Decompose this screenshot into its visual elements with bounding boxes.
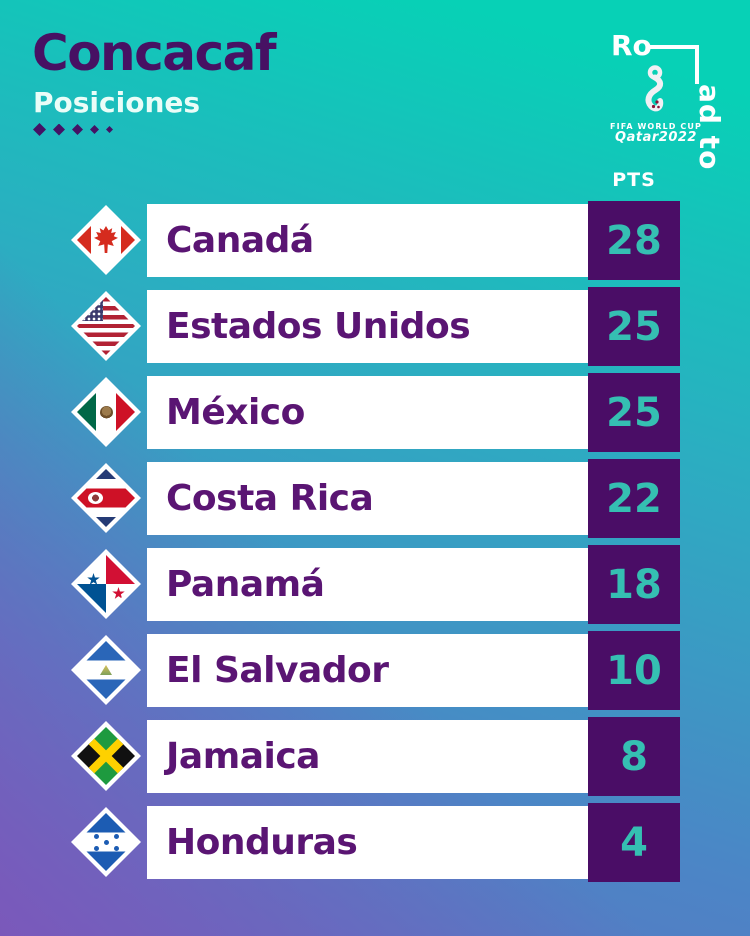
page-title: Concacaf [32,24,277,82]
team-name: Jamaica [166,736,320,777]
team-row-bar: Estados Unidos [147,290,588,363]
points-badge: 28 [588,201,680,280]
table-row: Canadá 28 [0,201,750,287]
table-row: Panamá 18 [0,545,750,631]
flag-panama-icon [77,555,135,613]
flag-usa-icon [77,297,135,355]
flag-el-salvador-icon [77,641,135,699]
table-row: Estados Unidos 25 [0,287,750,373]
flag-icon [71,377,141,447]
team-row-bar: México [147,376,588,449]
diamond-dots-decoration [33,123,120,136]
flag-art [77,297,103,321]
road-line-horizontal [649,45,698,49]
road-line-vertical [695,45,699,84]
flag-art [100,406,113,419]
table-row: México 25 [0,373,750,459]
points-value: 10 [606,647,662,694]
table-row: Costa Rica 22 [0,459,750,545]
points-badge: 10 [588,631,680,710]
flag-icon [71,291,141,361]
road-text-prefix: Ro [611,29,652,62]
table-row: Honduras 4 [0,803,750,889]
flag-canada-icon [77,211,135,269]
points-column-header: PTS [612,169,656,191]
flag-art [77,727,135,785]
points-value: 25 [606,389,662,436]
team-row-bar: Panamá [147,548,588,621]
flag-art [112,587,125,599]
points-value: 28 [606,217,662,264]
points-value: 25 [606,303,662,350]
flag-icon [71,205,141,275]
team-row-bar: Costa Rica [147,462,588,535]
qatar-wordmark: Qatar2022 [615,130,697,145]
table-row: Jamaica 8 [0,717,750,803]
team-row-bar: Honduras [147,806,588,879]
flag-art [103,839,109,845]
flag-art [100,665,112,675]
flag-costa-rica-icon [77,469,135,527]
fifa-worldcup-text: FIFA WORLD CUP [610,122,702,131]
worldcup-emblem-icon [645,65,664,112]
team-name: Panamá [166,564,325,605]
flag-art [88,492,103,504]
flag-art [87,573,100,585]
points-badge: 4 [588,803,680,882]
team-row-bar: Jamaica [147,720,588,793]
diamond-dot-icon [90,125,99,134]
standings-rows: Canadá 28 Estados Unidos 25 [0,201,750,889]
team-name: Canadá [166,220,314,261]
points-badge: 25 [588,287,680,366]
flag-jamaica-icon [77,727,135,785]
flag-icon [71,549,141,619]
diamond-dot-icon [53,123,65,136]
diamond-dot-icon [72,124,83,135]
team-name: México [166,392,305,433]
flag-art [94,226,118,253]
team-name: El Salvador [166,650,389,691]
page-subtitle: Posiciones [33,86,201,119]
flag-icon [71,463,141,533]
table-row: El Salvador 10 [0,631,750,717]
team-name: Costa Rica [166,478,374,519]
team-name: Honduras [166,822,358,863]
flag-icon [71,635,141,705]
points-badge: 22 [588,459,680,538]
points-badge: 18 [588,545,680,624]
road-text-suffix: ad to [693,84,726,171]
flag-mexico-icon [77,383,135,441]
flag-honduras-icon [77,813,135,871]
flag-icon [71,807,141,877]
points-badge: 8 [588,717,680,796]
points-value: 18 [606,561,662,608]
team-row-bar: El Salvador [147,634,588,707]
points-value: 22 [606,475,662,522]
points-value: 8 [620,733,648,780]
points-badge: 25 [588,373,680,452]
flag-icon [71,721,141,791]
team-name: Estados Unidos [166,306,471,347]
diamond-dot-icon [106,126,113,133]
team-row-bar: Canadá [147,204,588,277]
points-value: 4 [620,819,648,866]
diamond-dot-icon [33,123,46,136]
